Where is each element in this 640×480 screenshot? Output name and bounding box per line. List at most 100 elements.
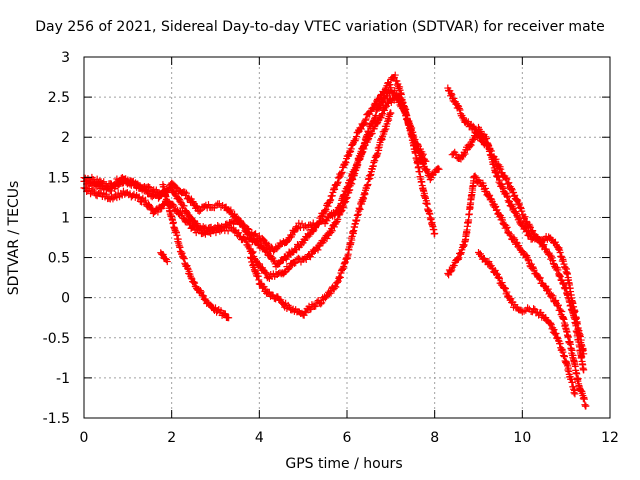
data-point: [163, 258, 171, 266]
series-track-c: [80, 84, 430, 283]
data-point: [352, 133, 360, 141]
data-point: [283, 253, 291, 261]
data-point: [176, 197, 184, 205]
data-point: [89, 186, 97, 194]
data-point: [580, 366, 588, 374]
data-point: [286, 263, 294, 271]
data-point: [328, 227, 336, 235]
data-point: [495, 273, 503, 281]
y-tick-label: -1.5: [43, 411, 70, 427]
data-point: [274, 243, 282, 251]
data-point: [530, 305, 538, 313]
data-point: [495, 274, 503, 282]
data-point: [525, 232, 533, 240]
data-point: [544, 285, 552, 293]
data-point: [461, 150, 469, 158]
data-point: [521, 213, 529, 221]
data-point: [450, 262, 458, 270]
data-point: [498, 279, 506, 287]
data-point: [467, 141, 475, 149]
data-point: [521, 222, 529, 230]
data-point: [225, 314, 233, 322]
data-point: [447, 89, 455, 97]
data-point: [250, 230, 258, 238]
data-point: [518, 221, 526, 229]
data-point: [327, 289, 335, 297]
data-point: [580, 350, 588, 358]
series-track-h: [444, 172, 590, 410]
data-point: [510, 234, 518, 242]
data-point: [503, 192, 511, 200]
x-tick-label: 8: [430, 430, 439, 446]
x-tick-label: 4: [255, 430, 264, 446]
data-point: [494, 274, 502, 282]
data-point: [290, 259, 298, 267]
data-point: [312, 302, 320, 310]
data-point: [249, 248, 257, 256]
y-tick-label: 3: [61, 50, 70, 66]
data-point: [486, 145, 494, 153]
data-point: [502, 174, 510, 182]
data-points: [80, 71, 590, 410]
data-point: [535, 273, 543, 281]
data-point: [492, 269, 500, 277]
data-point: [508, 203, 516, 211]
axis-ticks: 0 2 4 6 8 10 12 -1.5 -1 -0.5 0 0.5 1 1.5 2 2.5 3: [43, 50, 619, 446]
data-point: [503, 193, 511, 201]
data-point: [283, 237, 291, 245]
data-point: [263, 269, 271, 277]
data-point: [547, 252, 555, 260]
data-point: [141, 196, 149, 204]
data-point: [376, 103, 384, 111]
y-tick-label: 2: [61, 130, 70, 146]
data-point: [571, 390, 579, 398]
data-point: [501, 285, 509, 293]
data-point: [576, 333, 584, 341]
data-point: [180, 202, 188, 210]
data-point: [448, 91, 456, 99]
data-point: [422, 157, 430, 165]
data-point: [235, 229, 243, 237]
data-point: [387, 84, 395, 92]
data-point: [505, 229, 513, 237]
data-point: [503, 223, 511, 231]
data-point: [482, 134, 490, 142]
data-point: [582, 402, 590, 410]
data-point: [337, 208, 345, 216]
data-point: [370, 101, 378, 109]
data-point: [362, 115, 370, 123]
data-point: [487, 195, 495, 203]
data-point: [245, 241, 253, 249]
data-point: [212, 229, 220, 237]
data-point: [515, 214, 523, 222]
data-point: [301, 222, 309, 230]
data-point: [318, 299, 326, 307]
data-point: [386, 81, 394, 89]
data-point: [361, 116, 369, 124]
data-point: [435, 165, 443, 173]
data-point: [245, 225, 253, 233]
data-point: [215, 200, 223, 208]
data-point: [540, 237, 548, 245]
data-point: [201, 295, 209, 303]
x-tick-label: 12: [601, 430, 619, 446]
data-point: [334, 215, 342, 223]
y-tick-label: -1: [56, 371, 70, 387]
data-point: [262, 246, 270, 254]
data-point: [554, 302, 562, 310]
data-point: [190, 278, 198, 286]
data-point: [511, 301, 519, 309]
data-point: [240, 221, 248, 229]
data-point: [419, 150, 427, 158]
data-point: [115, 178, 123, 186]
data-point: [504, 197, 512, 205]
data-point: [159, 250, 167, 258]
data-point: [158, 204, 166, 212]
data-point: [337, 207, 345, 215]
data-point: [378, 111, 386, 119]
y-tick-label: 1: [61, 210, 70, 226]
x-tick-label: 2: [167, 430, 176, 446]
data-point: [478, 132, 486, 140]
data-point: [450, 94, 458, 102]
data-point: [252, 230, 260, 238]
